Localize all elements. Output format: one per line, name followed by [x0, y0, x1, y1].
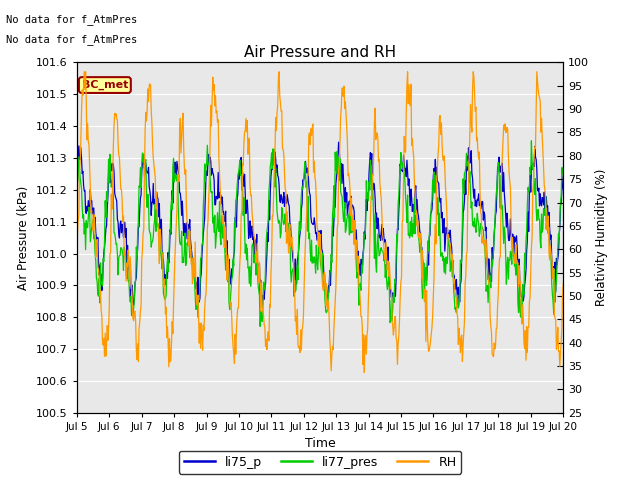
Line: li77_pres: li77_pres [77, 141, 563, 326]
li75_p [559, 173, 567, 179]
li75_p [207, 158, 214, 164]
Text: No data for f̲AtmPres: No data for f̲AtmPres [6, 34, 138, 45]
RH [182, 167, 189, 173]
Title: Air Pressure and RH: Air Pressure and RH [244, 45, 396, 60]
Legend: li75_p, li77_pres, RH: li75_p, li77_pres, RH [179, 451, 461, 474]
RH [380, 244, 388, 250]
RH [81, 69, 88, 74]
li77_pres [256, 324, 264, 329]
RH [83, 98, 90, 104]
X-axis label: Time: Time [305, 437, 335, 450]
li75_p [132, 277, 140, 283]
li75_p [394, 227, 402, 233]
Y-axis label: Relativity Humidity (%): Relativity Humidity (%) [595, 169, 607, 306]
li77_pres [82, 247, 90, 252]
li77_pres [559, 165, 567, 170]
Text: BC_met: BC_met [82, 80, 128, 90]
Text: No data for f_AtmPres: No data for f_AtmPres [6, 14, 138, 25]
li77_pres [132, 277, 140, 283]
Line: li75_p: li75_p [77, 142, 563, 306]
li77_pres [181, 230, 189, 236]
li77_pres [73, 160, 81, 166]
li77_pres [380, 250, 387, 255]
RH [559, 281, 567, 287]
li75_p [181, 236, 189, 241]
Line: RH: RH [77, 72, 563, 372]
RH [73, 259, 81, 264]
RH [360, 370, 368, 375]
li75_p [335, 139, 342, 145]
Y-axis label: Air Pressure (kPa): Air Pressure (kPa) [17, 185, 31, 290]
li77_pres [394, 238, 401, 244]
li77_pres [527, 138, 535, 144]
RH [394, 340, 402, 346]
li77_pres [207, 189, 214, 194]
li75_p [380, 235, 388, 240]
li75_p [73, 168, 81, 174]
li75_p [259, 303, 266, 309]
RH [207, 123, 215, 129]
li75_p [82, 209, 90, 215]
RH [132, 347, 140, 353]
